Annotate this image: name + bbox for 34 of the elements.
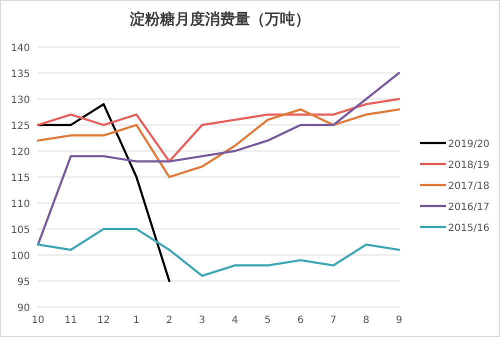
x-tick-label: 7 bbox=[330, 315, 337, 326]
x-tick-label: 9 bbox=[396, 315, 402, 326]
x-tick-label: 6 bbox=[297, 315, 304, 326]
y-tick-label: 100 bbox=[10, 251, 30, 262]
y-tick-label: 130 bbox=[10, 95, 30, 106]
legend-label: 2019/20 bbox=[448, 139, 490, 150]
y-tick-label: 95 bbox=[17, 277, 30, 288]
y-tick-label: 135 bbox=[10, 69, 30, 80]
legend-label: 2017/18 bbox=[448, 181, 490, 192]
y-tick-label: 115 bbox=[10, 173, 30, 184]
y-tick-label: 125 bbox=[10, 121, 30, 132]
line-series bbox=[36, 72, 400, 246]
x-tick-label: 12 bbox=[97, 315, 110, 326]
line-series bbox=[36, 228, 400, 277]
y-tick-label: 105 bbox=[10, 225, 30, 236]
y-tick-label: 90 bbox=[17, 303, 30, 314]
legend-label: 2016/17 bbox=[448, 202, 490, 213]
line-series bbox=[36, 108, 400, 178]
x-tick-label: 3 bbox=[198, 315, 206, 326]
x-tick-label: 10 bbox=[32, 315, 44, 326]
legend-label: 2015/16 bbox=[448, 223, 490, 234]
y-tick-label: 140 bbox=[10, 43, 30, 54]
x-tick-label: 11 bbox=[64, 315, 78, 326]
x-tick-label: 2 bbox=[166, 315, 172, 326]
x-tick-label: 8 bbox=[362, 315, 370, 326]
y-tick-label: 120 bbox=[10, 147, 30, 158]
chart-title: 淀粉糖月度消费量（万吨） bbox=[129, 10, 310, 28]
line-series bbox=[36, 98, 400, 162]
y-tick-label: 110 bbox=[10, 199, 30, 210]
x-tick-label: 4 bbox=[232, 315, 238, 326]
x-tick-label: 5 bbox=[264, 315, 271, 326]
x-tick-label: 1 bbox=[133, 315, 140, 326]
line-series bbox=[36, 103, 170, 282]
legend-label: 2018/19 bbox=[448, 160, 490, 171]
